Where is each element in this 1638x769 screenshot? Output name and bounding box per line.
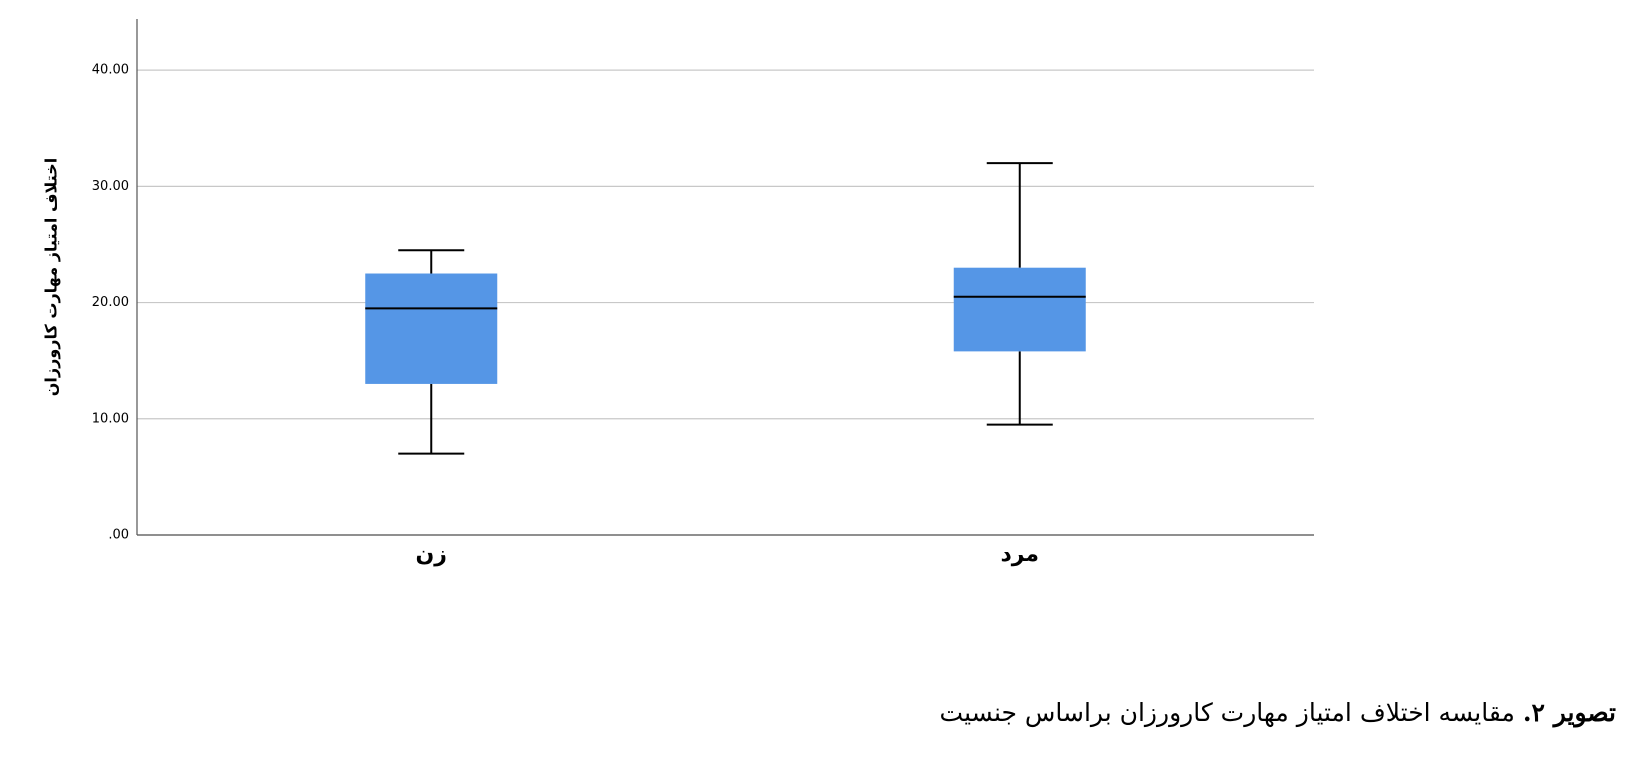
y-tick-label: 10.00 <box>92 411 129 426</box>
y-tick-label: 40.00 <box>92 63 129 78</box>
caption-text: مقایسه اختلاف امتیاز مهارت کارورزان براس… <box>939 698 1515 727</box>
y-tick-label: 20.00 <box>92 295 129 310</box>
y-axis-title: اختلاف امتیاز مهارت کارورزان <box>42 158 61 396</box>
caption-label: تصویر ۲. <box>1522 698 1616 727</box>
chart: اختلاف امتیاز مهارت کارورزان .00 10.00 20.… <box>42 19 1314 567</box>
y-tick-label: .00 <box>108 528 129 543</box>
x-tick-label: زن <box>416 542 447 567</box>
caption: تصویر ۲. مقایسه اختلاف امتیاز مهارت کارو… <box>940 698 1616 727</box>
y-tick-label: 30.00 <box>92 179 129 194</box>
box <box>953 267 1086 352</box>
box <box>365 273 498 384</box>
x-tick-label: مرد <box>1000 542 1039 567</box>
